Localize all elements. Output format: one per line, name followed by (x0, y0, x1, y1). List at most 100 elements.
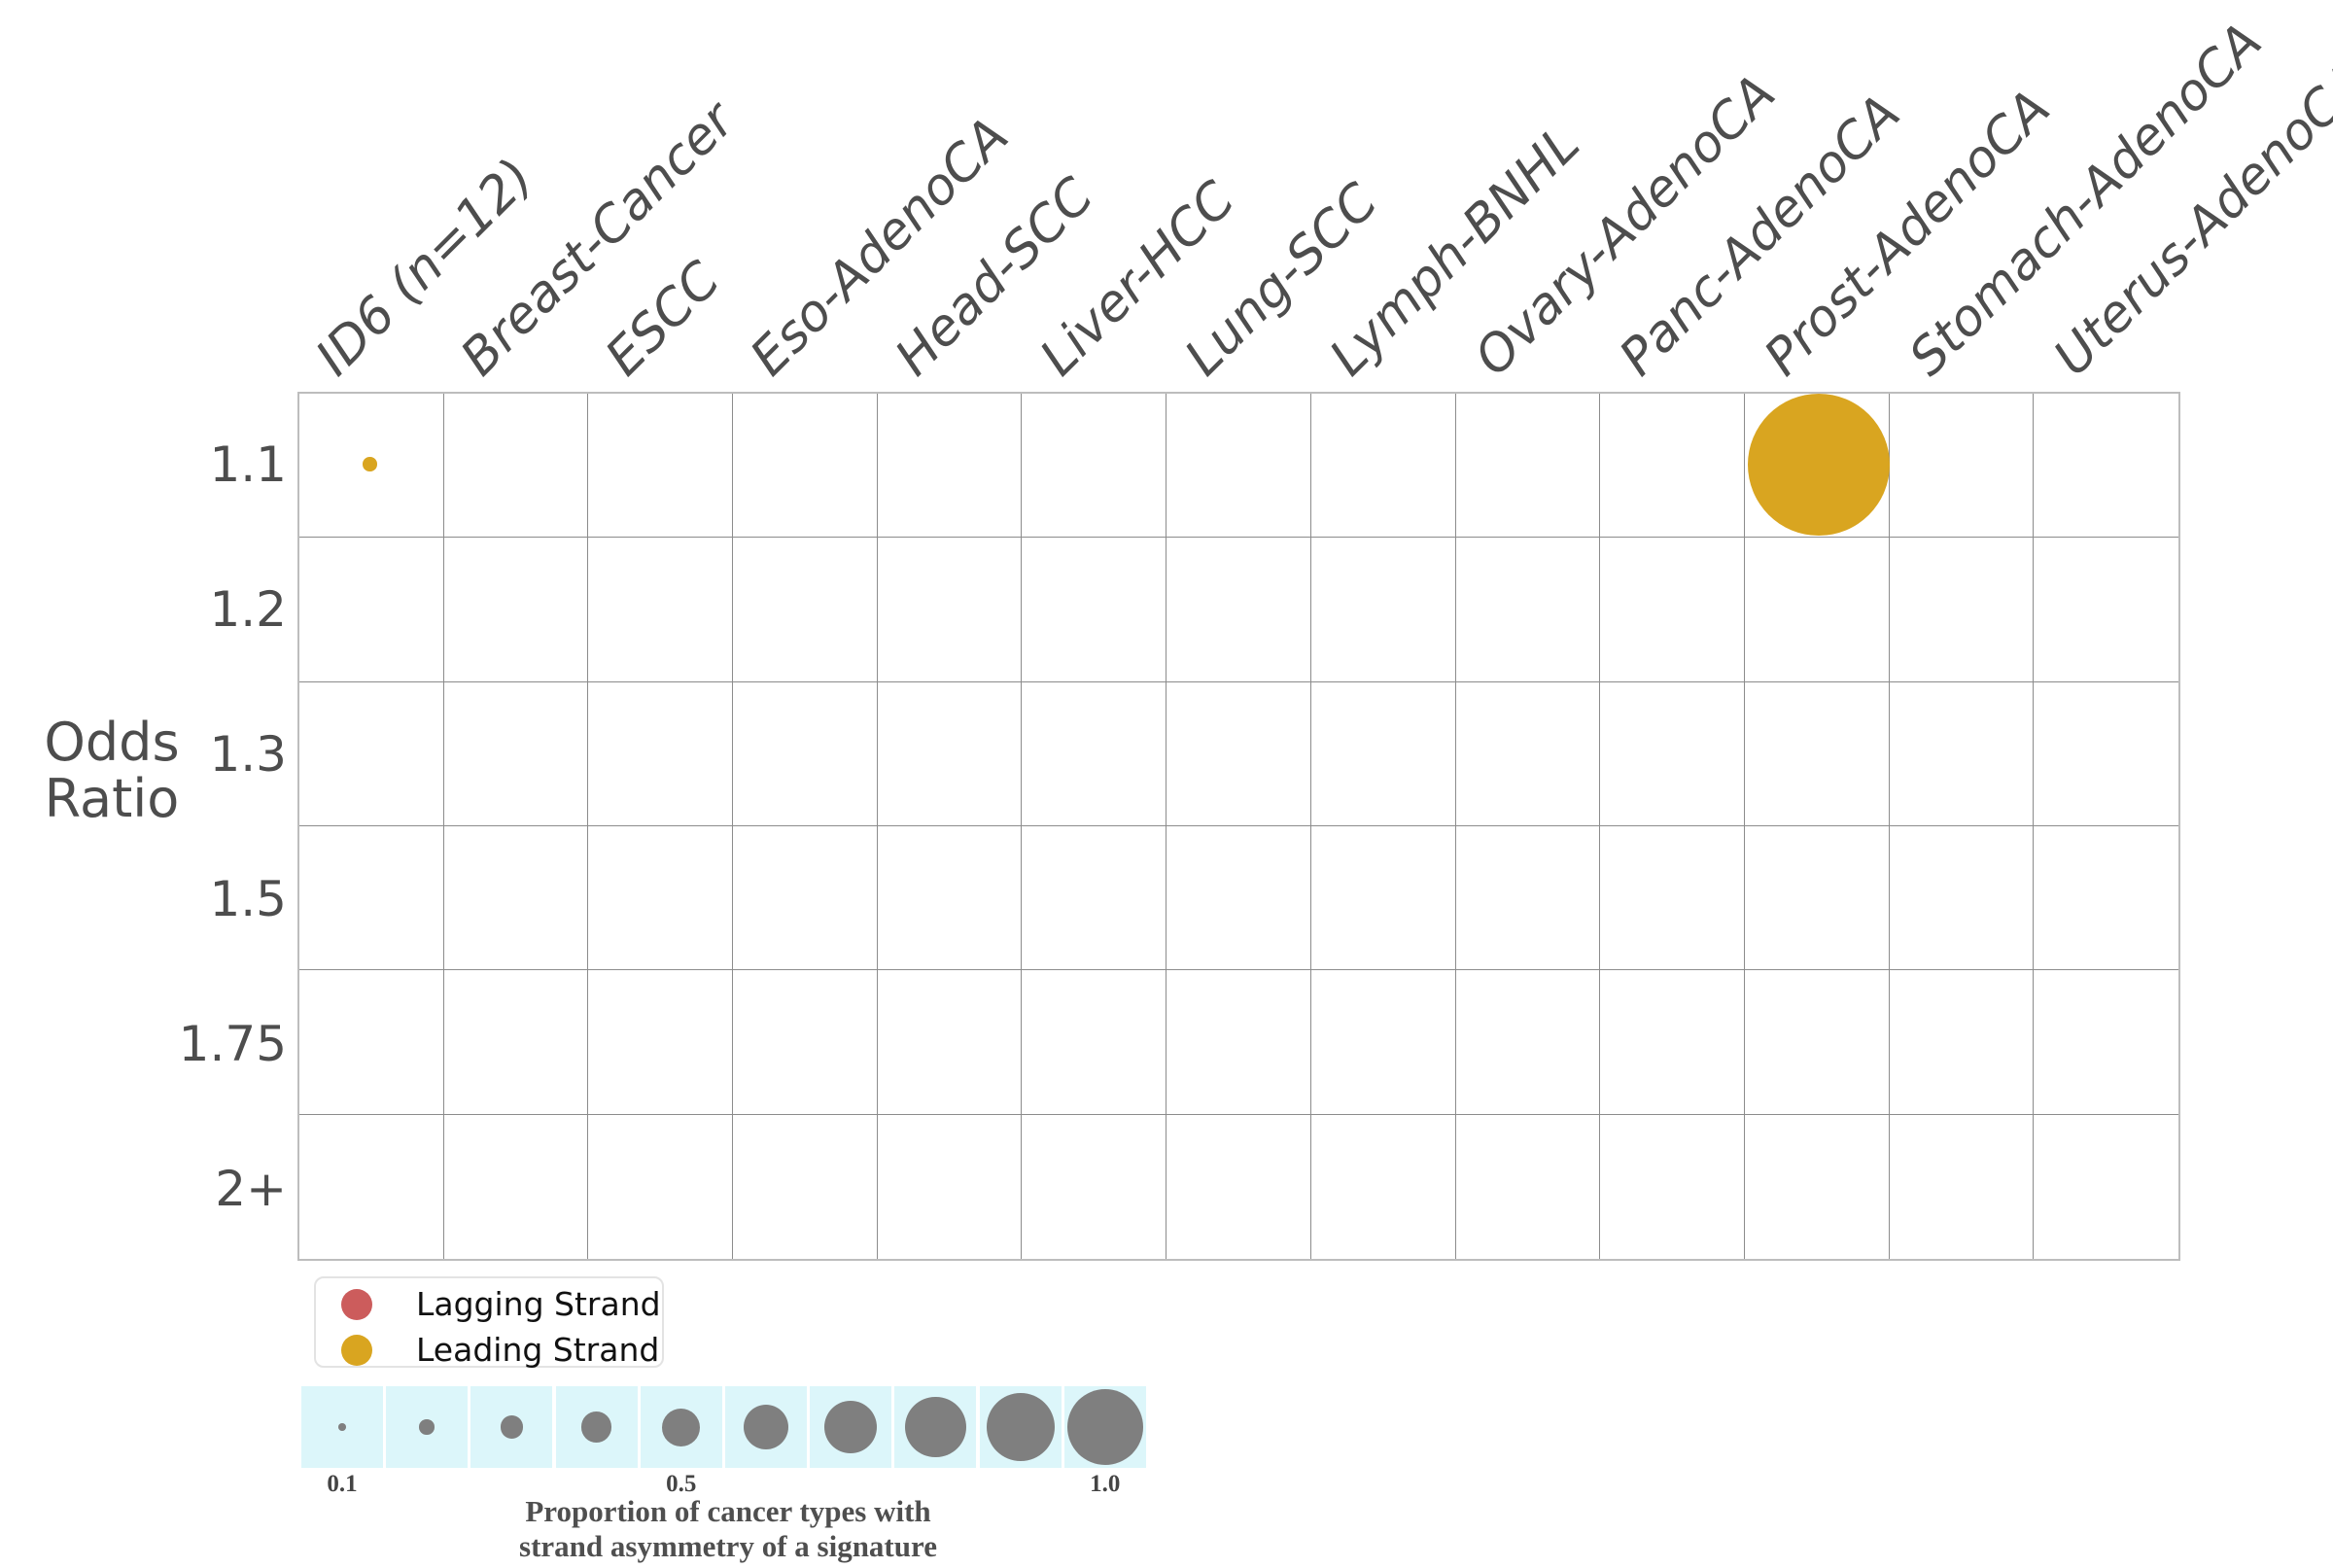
grid-cell (299, 1114, 444, 1259)
grid-cell (1600, 394, 1745, 539)
size-legend-dot (338, 1423, 346, 1431)
grid-cell (1310, 538, 1456, 682)
row-label: 2+ (215, 1160, 287, 1217)
grid-cell (1455, 394, 1601, 539)
size-legend-dot (662, 1408, 701, 1446)
data-bubble (1747, 393, 1890, 536)
grid-cell (1744, 970, 1890, 1115)
strand-legend: Lagging Strand Leading Strand (314, 1276, 664, 1369)
grid-cell (1890, 1114, 2035, 1259)
column-label: Eso-AdenoCA (739, 106, 1020, 388)
grid-cell (733, 394, 878, 539)
grid-cell (877, 970, 1023, 1115)
grid-cell (2034, 826, 2178, 971)
grid-cell (1310, 970, 1456, 1115)
grid-cell (1455, 681, 1601, 826)
grid-cell (443, 538, 589, 682)
grid-cell (1600, 681, 1745, 826)
grid-cell (1166, 538, 1311, 682)
grid-cell (299, 394, 444, 539)
grid-cell (588, 538, 734, 682)
size-legend-dot (905, 1396, 966, 1458)
grid-cell (443, 970, 589, 1115)
grid-cell (877, 394, 1023, 539)
plot-grid (297, 392, 2180, 1261)
grid-cell (443, 394, 589, 539)
size-legend-dot (1066, 1389, 1143, 1465)
grid-cell (733, 681, 878, 826)
grid-cell (588, 825, 734, 971)
grid-cell (443, 681, 589, 826)
size-legend-tick: 0.1 (327, 1471, 358, 1497)
grid-cell (733, 970, 878, 1115)
grid-cell (877, 825, 1023, 971)
grid-cell (1889, 681, 2035, 826)
grid-cell (299, 970, 444, 1115)
grid-cell (443, 825, 589, 971)
grid-cell (299, 681, 444, 826)
y-axis-title: Odds Ratio (10, 714, 214, 827)
size-legend-caption: Proportion of cancer types with strand a… (387, 1494, 1069, 1564)
grid-cell (1889, 538, 2035, 682)
column-label: ESCC (594, 250, 731, 388)
grid-cell (1744, 825, 1890, 971)
grid-cell (1022, 970, 1167, 1115)
grid-cell (1311, 1114, 1456, 1259)
size-legend-cell (1063, 1386, 1146, 1468)
grid-cell (1455, 538, 1601, 682)
size-legend (301, 1386, 1235, 1474)
size-legend-cell (301, 1386, 383, 1468)
grid-cell (1310, 825, 1456, 971)
grid-cell (877, 681, 1023, 826)
grid-cell (1455, 970, 1601, 1115)
legend-item: Lagging Strand (316, 1281, 662, 1327)
grid-cell (1889, 394, 2035, 539)
legend-item: Leading Strand (316, 1327, 662, 1373)
grid-cell (1022, 825, 1167, 971)
grid-cell (2034, 1115, 2178, 1259)
legend-label: Lagging Strand (416, 1285, 661, 1323)
size-legend-caption-line2: strand asymmetry of a signature (519, 1529, 937, 1563)
grid-cell (2034, 538, 2178, 682)
row-label: 1.2 (209, 580, 287, 638)
row-label: 1.3 (209, 725, 287, 783)
grid-cell (1166, 970, 1311, 1115)
size-legend-dot (743, 1404, 789, 1450)
y-axis-title-line1: Odds (44, 712, 180, 773)
legend-swatch-circle (341, 1288, 372, 1320)
column-label: Lymph-BNHL (1318, 115, 1591, 388)
grid-cell (588, 1114, 734, 1259)
size-legend-dot (419, 1419, 435, 1435)
grid-cell (1022, 538, 1167, 682)
grid-cell (588, 394, 734, 539)
grid-cell (1022, 681, 1167, 826)
grid-cell (1600, 538, 1745, 682)
grid-cell (1600, 825, 1745, 971)
grid-cell (1166, 825, 1311, 971)
grid-cell (1166, 1114, 1311, 1259)
size-legend-cell (555, 1386, 638, 1468)
grid-cell (588, 681, 734, 826)
row-label: 1.75 (178, 1015, 287, 1072)
size-legend-dot (986, 1392, 1055, 1462)
grid-cell (1745, 1114, 1890, 1259)
grid-cell (2034, 970, 2178, 1115)
grid-cell (1600, 1114, 1745, 1259)
size-legend-cell (386, 1386, 469, 1468)
grid-cell (2034, 394, 2178, 539)
grid-cell (1744, 538, 1890, 682)
legend-swatch-circle (341, 1334, 372, 1366)
size-legend-tick: 1.0 (1090, 1471, 1121, 1497)
grid-cell (878, 1114, 1023, 1259)
grid-cell (1022, 394, 1167, 539)
grid-cell (1166, 681, 1311, 826)
grid-cell (1310, 394, 1456, 539)
grid-cell (733, 825, 878, 971)
y-axis-title-line2: Ratio (44, 768, 180, 829)
grid-cell (1744, 681, 1890, 826)
size-legend-dot (823, 1400, 878, 1454)
row-label: 1.1 (209, 436, 287, 493)
grid-cell (1310, 681, 1456, 826)
grid-cell (2034, 682, 2178, 826)
